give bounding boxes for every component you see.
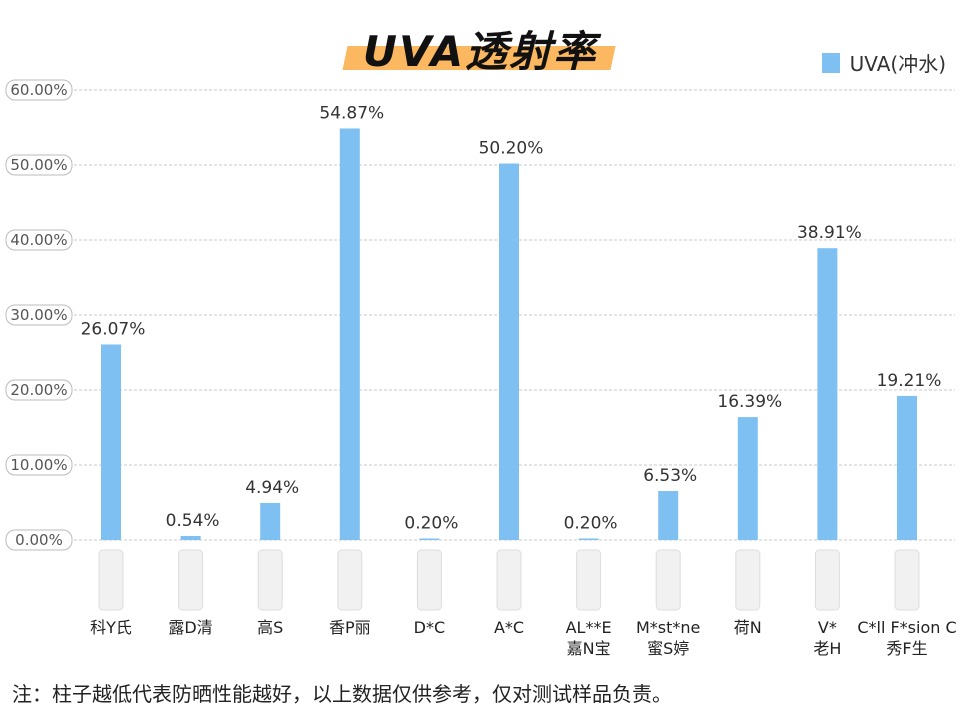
- bar: [260, 502, 281, 540]
- x-tick-label: A*C: [494, 618, 524, 637]
- data-label: 0.20%: [404, 514, 458, 534]
- y-tick-box: [5, 379, 73, 401]
- x-tick-label: M*st*ne: [636, 618, 700, 637]
- legend: UVA(冲水): [821, 48, 946, 77]
- data-label: 16.39%: [717, 392, 782, 412]
- x-tick-label: V*: [818, 618, 837, 637]
- y-tick-box: [5, 79, 73, 101]
- bar: [737, 417, 758, 540]
- x-tick-label: 荷N: [734, 618, 762, 637]
- y-tick-box: [5, 454, 73, 476]
- bar: [499, 163, 519, 540]
- y-tick-box: [5, 154, 73, 176]
- product-image: [416, 549, 442, 611]
- x-tick-label: 高S: [257, 618, 283, 637]
- footnote: 注：柱子越低代表防晒性能越好，以上数据仅供参考，仅对测试样品负责。: [12, 682, 672, 706]
- bar: [658, 491, 679, 540]
- x-tick-label: AL**E: [566, 618, 612, 637]
- y-tick-label: 60.00%: [10, 81, 67, 99]
- data-label: 38.91%: [797, 223, 862, 243]
- y-tick-label: 30.00%: [10, 306, 67, 324]
- x-tick-label: 嘉N宝: [567, 639, 611, 658]
- data-label: 6.53%: [643, 466, 697, 486]
- product-image: [894, 549, 920, 611]
- bar: [419, 538, 440, 540]
- product-image: [576, 549, 602, 611]
- data-label: 19.21%: [877, 371, 942, 391]
- product-image: [814, 549, 840, 611]
- x-tick-label: 老H: [813, 639, 841, 658]
- y-tick-box: [5, 529, 73, 551]
- x-tick-label: C*ll F*sion C: [857, 618, 956, 637]
- legend-label: UVA(冲水): [849, 52, 946, 76]
- bar: [817, 248, 838, 541]
- product-image: [98, 549, 124, 611]
- chart-title: UVA透射率: [342, 18, 616, 76]
- data-label: 54.87%: [319, 103, 384, 123]
- y-tick-label: 10.00%: [10, 456, 67, 474]
- product-image: [178, 549, 204, 611]
- data-label: 4.94%: [245, 478, 299, 498]
- y-tick-box: [5, 229, 73, 251]
- x-tick-label: 秀F生: [886, 639, 927, 658]
- x-tick-label: D*C: [414, 618, 446, 637]
- bar: [578, 538, 599, 540]
- y-tick-label: 40.00%: [10, 231, 67, 249]
- y-tick-box: [5, 304, 73, 326]
- bar: [180, 535, 201, 540]
- bar: [897, 395, 917, 540]
- x-tick-label: 蜜S婷: [647, 639, 689, 658]
- y-tick-label: 20.00%: [10, 381, 67, 399]
- data-label: 26.07%: [81, 319, 146, 339]
- title-text: UVA透射率: [362, 27, 598, 76]
- product-image: [337, 549, 363, 611]
- y-tick-label: 50.00%: [10, 156, 67, 174]
- data-label: 50.20%: [479, 139, 544, 159]
- bar: [101, 344, 121, 540]
- data-label: 0.54%: [166, 511, 220, 531]
- product-image: [496, 549, 522, 611]
- product-image: [735, 549, 761, 611]
- legend-swatch: [821, 52, 840, 73]
- product-image: [655, 549, 681, 611]
- x-tick-label: 露D清: [168, 618, 212, 637]
- y-tick-label: 0.00%: [15, 531, 63, 549]
- x-tick-label: 科Y氏: [90, 618, 132, 637]
- x-tick-label: 香P丽: [329, 618, 371, 637]
- data-label: 0.20%: [564, 514, 618, 534]
- bar: [339, 128, 360, 540]
- product-image: [257, 549, 283, 611]
